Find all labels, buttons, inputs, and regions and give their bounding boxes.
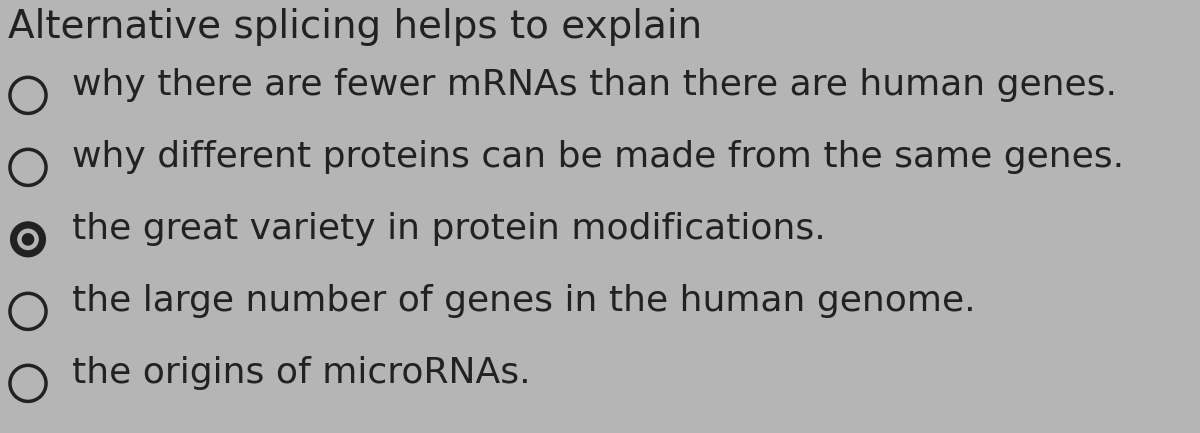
Circle shape	[10, 221, 46, 257]
Text: why different proteins can be made from the same genes.: why different proteins can be made from …	[72, 140, 1124, 174]
Circle shape	[22, 233, 35, 246]
Text: the origins of microRNAs.: the origins of microRNAs.	[72, 356, 530, 390]
Circle shape	[17, 229, 38, 250]
Text: Alternative splicing helps to explain: Alternative splicing helps to explain	[8, 8, 702, 46]
Text: the large number of genes in the human genome.: the large number of genes in the human g…	[72, 284, 976, 318]
Text: the great variety in protein modifications.: the great variety in protein modificatio…	[72, 212, 826, 246]
Text: why there are fewer mRNAs than there are human genes.: why there are fewer mRNAs than there are…	[72, 68, 1117, 102]
